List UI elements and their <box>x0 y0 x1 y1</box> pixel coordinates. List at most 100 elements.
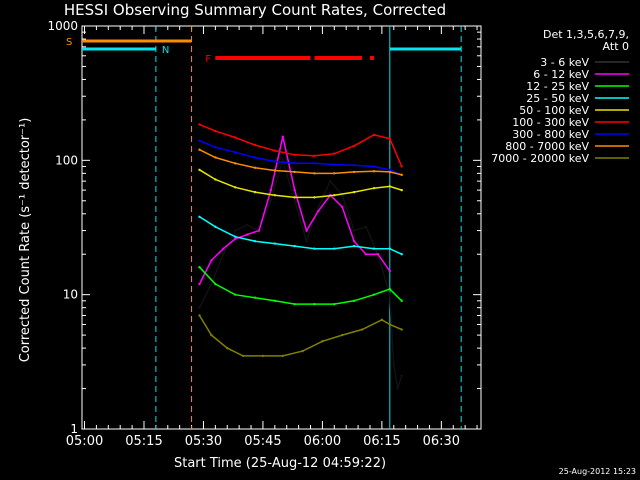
series-line <box>199 216 403 255</box>
series-point <box>372 247 376 250</box>
series-point <box>313 302 316 306</box>
legend-entry: 50 - 100 keV <box>519 104 589 117</box>
series-point <box>352 170 356 174</box>
chart-title: HESSI Observing Summary Count Rates, Cor… <box>64 1 446 19</box>
series-point <box>317 209 320 213</box>
series-point <box>329 179 332 183</box>
series-point <box>245 233 249 236</box>
series-point <box>388 293 392 296</box>
series-point <box>222 247 225 250</box>
x-tick-label: 06:30 <box>423 434 460 449</box>
series-point <box>293 302 296 306</box>
series-point <box>372 293 376 296</box>
series-point <box>376 253 380 256</box>
series-point <box>198 215 201 218</box>
legend-entry: 300 - 800 keV <box>512 128 589 141</box>
series-point <box>245 223 249 227</box>
series-point <box>352 299 356 303</box>
series-line <box>198 157 403 389</box>
series-point <box>396 387 399 390</box>
series-point <box>333 152 336 155</box>
series-point <box>198 306 201 309</box>
series-point <box>372 165 376 168</box>
series-point <box>273 299 277 303</box>
series-point <box>313 162 316 165</box>
y-axis-label-group: Corrected Count Rate (s⁻¹ detector⁻¹) <box>18 118 33 363</box>
series-point <box>388 170 392 174</box>
series-point <box>214 282 217 286</box>
series-point <box>317 205 320 209</box>
series-point <box>273 160 277 163</box>
series-point <box>333 172 336 175</box>
series-point <box>341 333 344 337</box>
series-point <box>333 163 336 166</box>
series-point <box>388 137 392 140</box>
series-point <box>233 229 237 232</box>
series-point <box>273 242 277 245</box>
series-point <box>293 162 296 165</box>
series-point <box>214 178 217 181</box>
series-point <box>400 188 403 192</box>
series-point <box>388 168 392 172</box>
series-point <box>301 349 304 353</box>
series-point <box>313 154 316 158</box>
series-line <box>199 123 403 167</box>
series-point <box>305 229 308 232</box>
series-point <box>253 240 257 243</box>
series-point <box>233 293 237 296</box>
series-point <box>253 156 257 159</box>
legend-entry: 7000 - 20000 keV <box>491 152 589 165</box>
series-point <box>352 244 356 248</box>
series-point <box>352 229 356 232</box>
series-line <box>199 169 402 199</box>
legend-entry: 100 - 300 keV <box>512 116 589 129</box>
generation-timestamp: 25-Aug-2012 15:23 <box>559 467 636 476</box>
series-point <box>226 346 229 350</box>
x-tick-label: 06:15 <box>363 434 400 449</box>
series-point <box>214 129 217 133</box>
series-point <box>273 149 277 152</box>
series-point <box>388 185 392 188</box>
series-point <box>400 374 403 377</box>
flag-label-n: N <box>162 45 169 56</box>
series-point <box>372 133 376 136</box>
series-point <box>198 123 201 126</box>
series-point <box>400 328 403 331</box>
series-point <box>269 188 273 192</box>
series-point <box>341 205 344 209</box>
series-point <box>352 190 356 194</box>
series-point <box>269 199 273 202</box>
y-tick-label: 1000 <box>47 19 78 33</box>
series-point <box>198 266 201 269</box>
flag-label-s: S <box>66 37 72 48</box>
series-point <box>400 165 403 168</box>
series-point <box>273 194 277 197</box>
series-point <box>198 148 201 151</box>
y-tick-label: 100 <box>55 153 78 167</box>
x-tick-label: 05:45 <box>244 434 281 449</box>
series-point <box>305 240 308 243</box>
series-point <box>293 188 296 192</box>
series-point <box>388 323 392 326</box>
series-point <box>372 170 376 173</box>
series-point <box>372 187 376 190</box>
series-point <box>214 156 217 159</box>
series-point <box>293 153 296 156</box>
series-point <box>293 170 296 174</box>
series-point <box>210 333 213 337</box>
series-point <box>333 247 336 250</box>
legend-header: Det 1,3,5,6,7,9, <box>543 28 629 41</box>
x-tick-label: 05:00 <box>66 434 103 449</box>
series-point <box>352 240 356 243</box>
series-point <box>388 287 392 291</box>
series-point <box>388 269 392 273</box>
plot-frame <box>81 25 482 430</box>
series-point <box>293 199 296 202</box>
series-point <box>198 282 201 286</box>
legend-entry: 12 - 25 keV <box>526 80 589 93</box>
series-point <box>388 247 392 250</box>
series-line <box>199 140 402 176</box>
series-point <box>281 354 284 358</box>
